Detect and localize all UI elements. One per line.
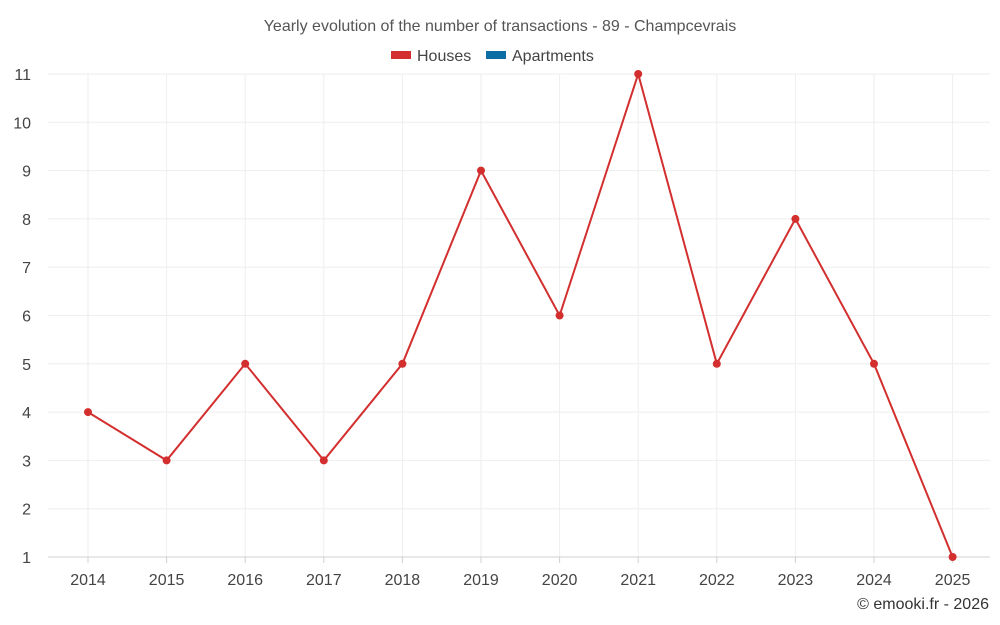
x-tick-label: 2014	[70, 572, 106, 589]
x-tick-label: 2016	[227, 572, 263, 589]
series-group	[84, 70, 957, 561]
chart-title: Yearly evolution of the number of transa…	[264, 18, 737, 35]
x-tick-label: 2017	[306, 572, 342, 589]
y-axis-ticks: 1 2 3 4 5 6 7 8 9 10 11	[13, 67, 31, 567]
y-tick-label: 10	[13, 115, 31, 132]
data-point-houses[interactable]	[162, 456, 171, 465]
y-tick-label: 7	[22, 260, 31, 277]
y-tick-label: 9	[22, 164, 31, 181]
legend-swatch-houses	[391, 51, 411, 59]
credit-text: © emooki.fr - 2026	[857, 596, 989, 613]
y-tick-label: 11	[14, 67, 31, 84]
y-tick-label: 8	[22, 212, 31, 229]
y-tick-label: 5	[22, 357, 31, 374]
x-tick-label: 2022	[699, 572, 735, 589]
data-point-houses[interactable]	[634, 70, 643, 78]
data-point-houses[interactable]	[870, 359, 878, 368]
x-tick-label: 2024	[856, 572, 892, 589]
data-point-houses[interactable]	[477, 166, 485, 175]
data-point-houses[interactable]	[84, 408, 92, 417]
x-tick-label: 2020	[542, 572, 578, 589]
y-tick-label: 2	[22, 502, 31, 519]
data-point-houses[interactable]	[319, 456, 328, 465]
y-tick-label: 6	[22, 309, 31, 326]
legend-label-houses: Houses	[417, 48, 471, 65]
data-point-houses[interactable]	[241, 359, 250, 368]
data-point-houses[interactable]	[791, 214, 800, 223]
legend: Houses Apartments	[391, 48, 594, 65]
x-tick-label: 2018	[385, 572, 421, 589]
legend-label-apartments: Apartments	[512, 48, 594, 65]
data-point-houses[interactable]	[398, 359, 407, 368]
series-line-houses	[87, 70, 954, 558]
y-gridlines	[48, 73, 990, 510]
x-tick-label: 2025	[935, 572, 971, 589]
x-tick-label: 2023	[778, 572, 814, 589]
x-tick-label: 2021	[620, 572, 656, 589]
x-tick-label: 2019	[463, 572, 499, 589]
x-tick-label: 2015	[149, 572, 185, 589]
y-tick-label: 3	[22, 453, 31, 470]
x-axis-ticks: 2014 2015 2016 2017 2018 2019 2020 2021 2022 2023…	[70, 557, 970, 589]
data-point-houses[interactable]	[712, 359, 721, 368]
y-tick-label: 1	[22, 550, 31, 567]
data-point-houses[interactable]	[555, 311, 564, 320]
data-point-houses[interactable]	[948, 553, 957, 561]
legend-item-houses[interactable]: Houses	[391, 48, 471, 65]
legend-item-apartments[interactable]: Apartments	[486, 48, 594, 65]
y-tick-label: 4	[22, 405, 31, 422]
legend-swatch-apartments	[486, 51, 506, 59]
